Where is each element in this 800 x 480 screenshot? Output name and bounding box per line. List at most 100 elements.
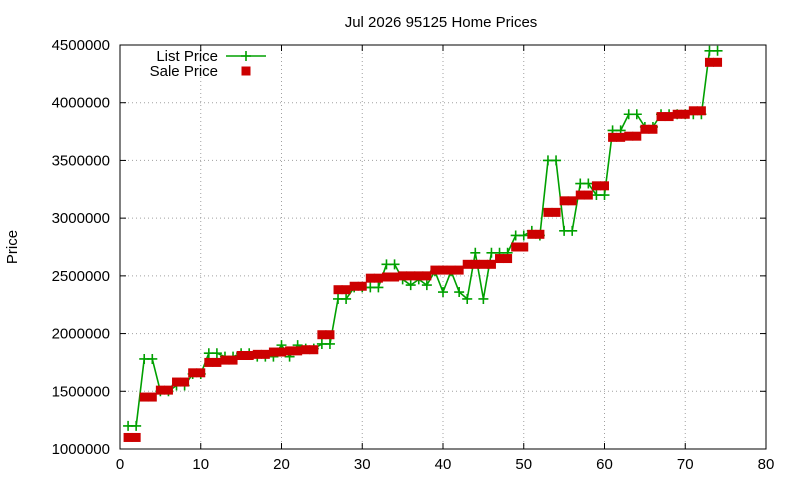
list-price-point: [324, 338, 335, 349]
sale-price-point: [519, 242, 529, 252]
sale-price-point: [462, 259, 472, 269]
legend-plus-marker: [241, 51, 251, 61]
sale-price-point: [422, 271, 432, 281]
sale-price-point: [365, 273, 375, 283]
sale-price-point: [535, 229, 545, 239]
list-price-point: [567, 225, 578, 236]
list-price-point: [389, 259, 400, 270]
axes: 0 10 20 30 40 50 60 70 80 1000000 1500000 2000000 25…: [52, 37, 775, 473]
sale-price-point: [260, 349, 270, 359]
legend-label: List Price: [156, 48, 218, 65]
list-price-point: [373, 282, 384, 293]
list-price-point: [341, 293, 352, 304]
series-list-price: [123, 45, 723, 431]
sale-price-point: [204, 357, 214, 367]
sale-price-point: [357, 281, 367, 291]
sale-price-point: [268, 347, 278, 357]
list-price-point: [454, 287, 465, 298]
legend-square-marker: [241, 66, 251, 76]
sale-price-point: [196, 368, 206, 378]
sale-price-point: [373, 273, 383, 283]
sale-price-point: [632, 131, 642, 141]
sale-price-point: [155, 385, 165, 395]
list-price-point: [438, 287, 448, 298]
sale-price-point: [293, 346, 303, 356]
sale-price-point: [672, 109, 682, 119]
sale-price-point: [696, 106, 706, 116]
list-price-point: [599, 190, 610, 201]
sale-price-point: [591, 181, 601, 191]
sale-price-point: [486, 259, 496, 269]
sale-price-point: [551, 207, 561, 217]
list-price-point: [631, 109, 642, 120]
sale-price-point: [640, 124, 650, 134]
sale-price-point: [478, 259, 488, 269]
list-price-point: [211, 348, 222, 359]
x-tick-label: 50: [515, 456, 532, 473]
list-price-point: [462, 293, 473, 304]
sale-price-point: [180, 377, 190, 387]
sale-price-point: [236, 351, 246, 361]
sale-price-point: [543, 207, 553, 217]
sale-price-point: [188, 368, 198, 378]
sale-price-point: [147, 392, 157, 402]
x-tick-label: 0: [116, 456, 124, 473]
sale-price-point: [454, 265, 464, 275]
sale-price-point: [608, 132, 618, 142]
list-price-point: [478, 293, 489, 304]
grid-lines: [120, 45, 766, 449]
y-tick-label: 2500000: [52, 268, 110, 285]
list-price-point: [518, 230, 529, 241]
sale-price-point: [656, 112, 666, 122]
sale-price-point: [438, 265, 448, 275]
list-price-point: [147, 353, 158, 364]
list-price-point: [405, 280, 416, 291]
y-tick-label: 4000000: [52, 95, 110, 112]
sale-price-point: [713, 57, 723, 67]
list-price-point: [551, 155, 562, 166]
sale-price-point: [220, 355, 230, 365]
sale-price-point: [503, 254, 513, 264]
sale-price-point: [252, 349, 262, 359]
plot-frame: [119, 44, 767, 450]
sale-price-point: [495, 254, 505, 264]
sale-price-point: [600, 181, 609, 191]
sale-price-point: [131, 432, 141, 442]
sale-price-point: [511, 242, 521, 252]
sale-price-point: [325, 330, 335, 340]
x-tick-label: 80: [758, 456, 775, 473]
sale-price-point: [285, 346, 295, 356]
sale-price-point: [349, 281, 359, 291]
sale-price-point: [333, 285, 343, 295]
sale-price-point: [680, 109, 690, 119]
x-tick-label: 60: [596, 456, 613, 473]
sale-price-point: [527, 229, 537, 239]
sale-price-point: [228, 355, 238, 365]
sale-price-point: [624, 131, 634, 141]
sale-price-point: [559, 196, 569, 206]
sale-price-point: [309, 345, 319, 355]
x-tick-label: 70: [677, 456, 694, 473]
sale-price-point: [430, 265, 440, 275]
sale-price-point: [398, 271, 408, 281]
sale-price-point: [567, 196, 577, 206]
sale-price-point: [341, 285, 351, 295]
sale-price-point: [616, 132, 626, 142]
sale-price-point: [172, 377, 182, 387]
sale-price-point: [583, 190, 593, 200]
data-series: [123, 45, 723, 442]
sale-price-point: [704, 57, 714, 67]
sale-price-point: [212, 357, 222, 367]
sale-price-point: [470, 259, 480, 269]
sale-price-point: [244, 351, 254, 361]
x-tick-label: 40: [435, 456, 452, 473]
sale-price-point: [575, 190, 585, 200]
sale-price-point: [381, 272, 391, 282]
chart-title: Jul 2026 95125 Home Prices: [345, 14, 538, 31]
sale-price-point: [446, 265, 456, 275]
sale-price-point: [406, 271, 416, 281]
list-price-point: [470, 247, 481, 258]
y-tick-label: 1500000: [52, 383, 110, 400]
